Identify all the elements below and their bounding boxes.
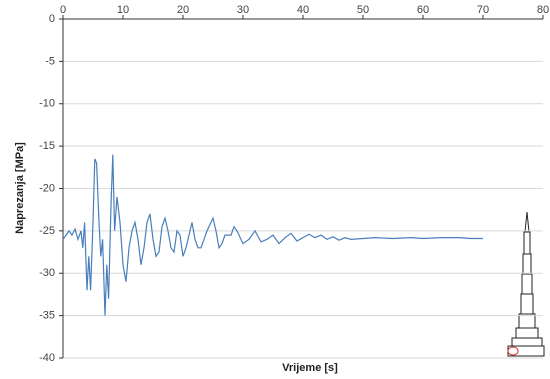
data-line — [62, 154, 483, 316]
x-tick-label: 0 — [60, 4, 66, 16]
y-tick-label: -25 — [39, 225, 55, 237]
x-tick-label: 70 — [477, 4, 489, 16]
x-tick-label: 60 — [417, 4, 429, 16]
y-tick-label: -15 — [39, 140, 55, 152]
x-tick-label: 80 — [537, 4, 549, 16]
y-tick-label: -10 — [39, 98, 55, 110]
x-tick-label: 10 — [117, 4, 129, 16]
x-tick-label: 20 — [177, 4, 189, 16]
x-tick-label: 30 — [237, 4, 249, 16]
y-tick-label: -30 — [39, 267, 55, 279]
tower-icon — [507, 211, 545, 357]
y-tick-label: -35 — [39, 310, 55, 322]
x-tick-label: 50 — [357, 4, 369, 16]
x-tick-label: 40 — [297, 4, 309, 16]
x-axis-title: Vrijeme [s] — [282, 362, 338, 374]
y-tick-label: 0 — [49, 13, 55, 25]
y-tick-label: -40 — [39, 352, 55, 364]
y-axis-title: Naprezanja [MPa] — [14, 142, 26, 234]
y-tick-label: -5 — [45, 55, 55, 67]
y-tick-label: -20 — [39, 182, 55, 194]
